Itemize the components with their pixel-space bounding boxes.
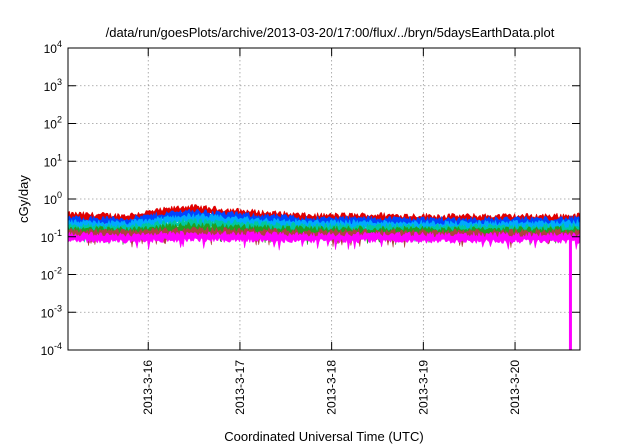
x-tick-labels: 2013-3-16 2013-3-17 2013-3-18 2013-3-19 2013… — [141, 360, 522, 415]
x-tick-label: 2013-3-20 — [508, 360, 522, 415]
y-tick-label: 10-3 — [41, 303, 62, 320]
x-tick-label: 2013-3-18 — [325, 360, 339, 415]
chart-title: /data/run/goesPlots/archive/2013-03-20/1… — [106, 25, 555, 40]
x-tick-label: 2013-3-16 — [141, 360, 155, 415]
y-tick-label: 104 — [44, 39, 62, 56]
x-tick-label: 2013-3-19 — [416, 360, 430, 415]
y-tick-label: 100 — [44, 190, 62, 207]
y-tick-label: 101 — [44, 152, 62, 169]
y-tick-label: 10-4 — [41, 341, 62, 358]
y-axis-label: cGy/day — [16, 175, 31, 223]
series-layer — [67, 203, 581, 350]
x-tick-label: 2013-3-17 — [233, 360, 247, 415]
y-tick-label: 10-2 — [41, 266, 62, 283]
y-tick-label: 103 — [44, 77, 62, 94]
y-tick-label: 102 — [44, 115, 62, 132]
grid — [68, 48, 580, 350]
x-axis-label: Coordinated Universal Time (UTC) — [224, 429, 423, 444]
y-tick-label: 10-1 — [41, 228, 62, 245]
ticks — [68, 47, 580, 351]
y-tick-labels: 10-4 10-3 10-2 10-1 100 101 102 103 104 — [41, 39, 62, 358]
